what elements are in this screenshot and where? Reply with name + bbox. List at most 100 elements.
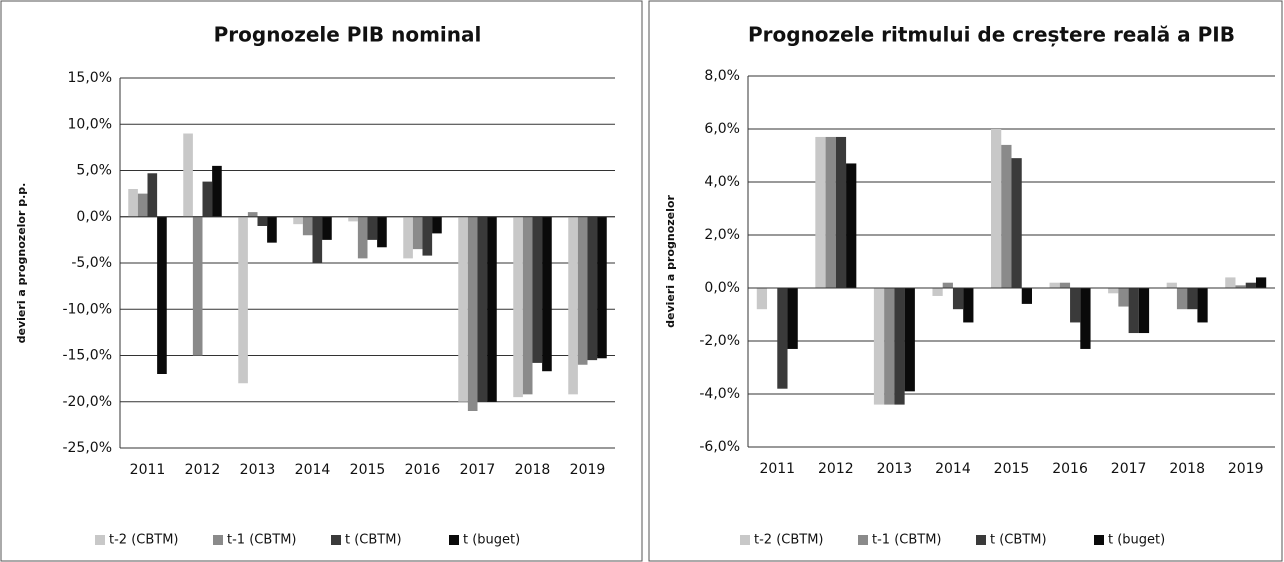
- bar: [183, 133, 193, 217]
- panel-border: [648, 0, 1283, 562]
- x-tick-label: 2015: [350, 462, 386, 478]
- legend-label: t (CBTM): [345, 533, 402, 548]
- x-tick-label: 2013: [877, 461, 913, 477]
- x-tick-label: 2018: [1169, 461, 1205, 477]
- bar: [1011, 158, 1022, 288]
- bar: [377, 216, 387, 248]
- bar: [467, 216, 478, 411]
- legend-label: t (buget): [1108, 533, 1165, 548]
- y-tick-label: -15,0%: [62, 348, 112, 364]
- bar: [532, 216, 543, 363]
- y-tick-label: -25,0%: [62, 440, 112, 456]
- bar: [568, 216, 578, 395]
- legend-label: t (CBTM): [990, 533, 1047, 548]
- bar: [477, 216, 488, 402]
- legend-swatch: [95, 535, 105, 545]
- bar: [835, 136, 847, 288]
- bar: [542, 216, 552, 372]
- legend-label: t-1 (CBTM): [227, 533, 297, 548]
- bar: [1080, 288, 1091, 349]
- legend-swatch: [331, 535, 341, 545]
- bar: [322, 216, 332, 240]
- y-tick-label: -4,0%: [699, 386, 740, 402]
- bar: [815, 136, 826, 288]
- bar: [1187, 288, 1198, 310]
- bar: [884, 288, 895, 405]
- bar: [137, 193, 148, 217]
- x-tick-label: 2019: [570, 462, 606, 478]
- bar: [825, 136, 836, 288]
- x-tick-label: 2018: [515, 462, 551, 478]
- bar: [147, 173, 158, 217]
- bar: [293, 216, 303, 225]
- x-tick-label: 2014: [295, 462, 331, 478]
- bar: [577, 216, 588, 365]
- y-tick-label: -10,0%: [62, 301, 112, 317]
- bar: [587, 216, 598, 361]
- bar: [1070, 288, 1081, 323]
- y-tick-label: 2,0%: [704, 227, 740, 243]
- bar: [1166, 282, 1177, 288]
- legend-swatch: [858, 535, 868, 545]
- x-tick-label: 2011: [759, 461, 795, 477]
- bar: [952, 288, 964, 310]
- y-tick-label: -6,0%: [699, 439, 740, 455]
- x-tick-label: 2014: [935, 461, 971, 477]
- bar: [777, 288, 788, 389]
- bar: [458, 216, 468, 402]
- x-tick-label: 2016: [405, 462, 441, 478]
- bar: [247, 212, 258, 217]
- bar: [348, 216, 358, 222]
- y-tick-label: -20,0%: [62, 394, 112, 410]
- bar: [1235, 285, 1246, 288]
- legend-label: t-1 (CBTM): [872, 533, 942, 548]
- bar: [432, 216, 442, 234]
- x-tick-label: 2019: [1228, 461, 1264, 477]
- x-tick-label: 2015: [994, 461, 1030, 477]
- bar: [1138, 288, 1150, 334]
- legend-swatch: [976, 535, 986, 545]
- bar: [1225, 277, 1236, 288]
- y-axis-label: devieri a prognozelor: [664, 195, 677, 328]
- x-tick-label: 2013: [240, 462, 276, 478]
- y-tick-label: 15,0%: [68, 70, 112, 86]
- panel-border: [0, 0, 643, 562]
- x-tick-label: 2017: [1111, 461, 1147, 477]
- legend-swatch: [449, 535, 459, 545]
- x-tick-label: 2011: [130, 462, 166, 478]
- x-tick-label: 2012: [818, 461, 854, 477]
- bar: [904, 288, 915, 392]
- bar: [1245, 282, 1256, 288]
- bar: [756, 288, 768, 310]
- bar: [267, 216, 277, 243]
- y-tick-label: 10,0%: [68, 116, 112, 132]
- bar: [1001, 144, 1012, 288]
- bar: [1197, 288, 1208, 323]
- bar: [873, 288, 885, 405]
- bar: [1059, 282, 1071, 288]
- y-tick-label: 8,0%: [704, 68, 740, 84]
- bar: [1021, 288, 1032, 304]
- legend-label: t (buget): [463, 533, 520, 548]
- bar: [513, 216, 523, 398]
- y-tick-label: 5,0%: [76, 163, 112, 179]
- bar: [1255, 277, 1267, 288]
- bar: [991, 129, 1002, 288]
- bar: [128, 189, 138, 217]
- chart-title: Prognozele ritmului de creștere reală a …: [748, 23, 1235, 47]
- bar: [157, 216, 167, 374]
- y-tick-label: 0,0%: [76, 209, 112, 225]
- bar: [597, 216, 607, 359]
- bar: [412, 216, 423, 250]
- bar: [192, 216, 203, 356]
- y-axis-label: devieri a prognozelor p.p.: [15, 183, 28, 344]
- bar: [238, 216, 248, 384]
- bar: [1176, 288, 1188, 310]
- x-tick-label: 2017: [460, 462, 496, 478]
- bar: [357, 216, 368, 259]
- legend-label: t-2 (CBTM): [109, 533, 179, 548]
- bar: [1128, 288, 1139, 334]
- bar: [1049, 282, 1060, 288]
- chart-title: Prognozele PIB nominal: [214, 23, 482, 47]
